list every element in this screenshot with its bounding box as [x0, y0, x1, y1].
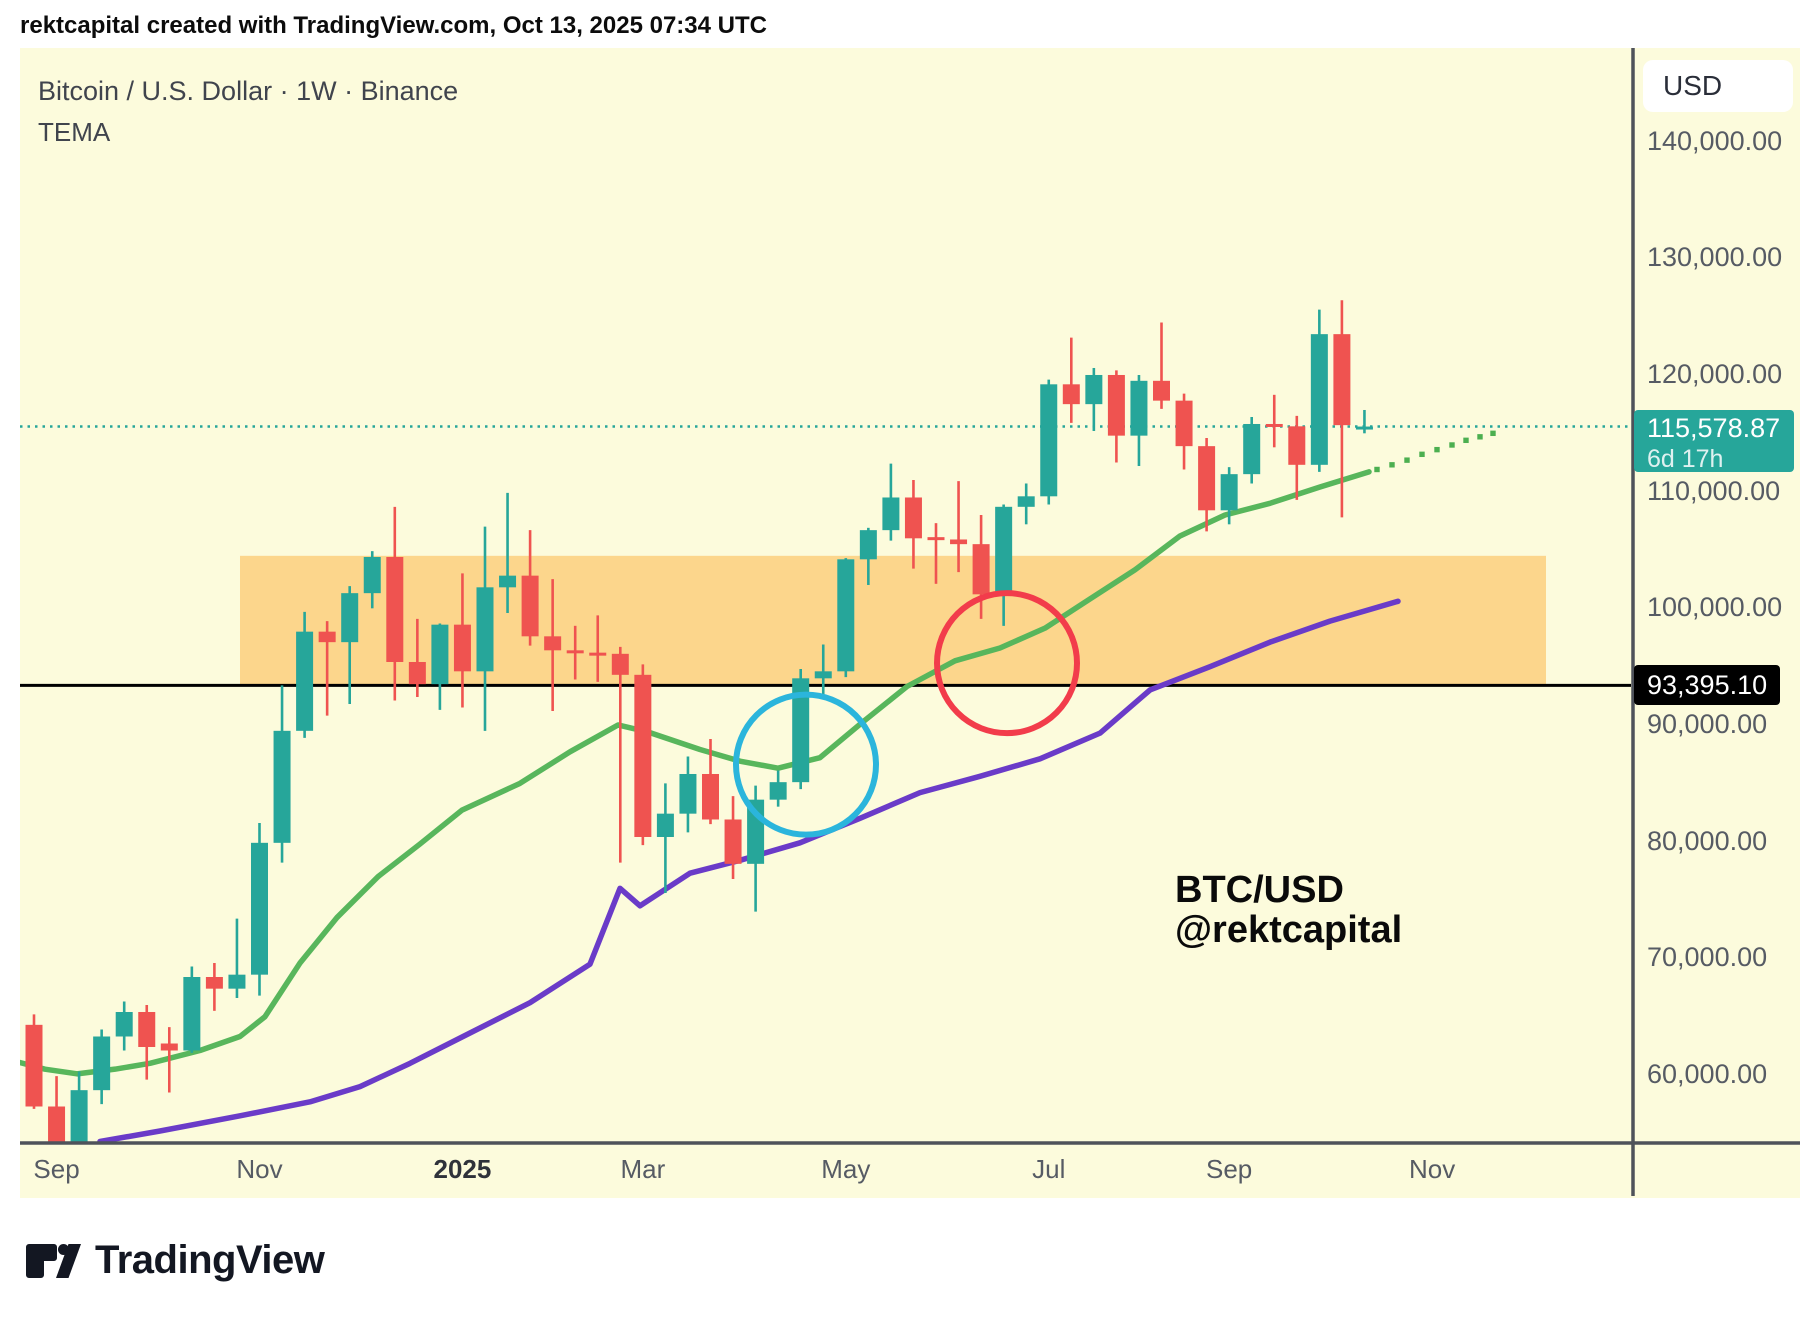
watermark-handle: @rektcapital: [1175, 909, 1403, 951]
price-tick-120000: 120,000.00: [1647, 358, 1783, 389]
attribution-text: rektcapital created with TradingView.com…: [20, 12, 767, 39]
last-price-badge: 115,578.87 6d 17h: [1634, 409, 1794, 473]
time-tick-Sep-0: Sep: [33, 1154, 80, 1184]
watermark-symbol: BTC/USD: [1175, 869, 1344, 911]
time-tick-Nov-7: Nov: [1408, 1154, 1456, 1184]
time-tick-Mar-3: Mar: [620, 1154, 666, 1184]
price-tick-70000: 70,000.00: [1647, 942, 1768, 973]
price-tick-130000: 130,000.00: [1647, 242, 1783, 273]
price-tick-100000: 100,000.00: [1647, 592, 1783, 623]
price-tick-110000: 110,000.00: [1647, 475, 1781, 506]
time-tick-Jul-5: Jul: [1032, 1154, 1066, 1184]
time-tick-May-4: May: [821, 1154, 871, 1184]
level-price-badge: 93,395.10: [1634, 665, 1780, 706]
tradingview-footer-logo[interactable]: TradingView: [23, 1238, 325, 1283]
symbol-title[interactable]: Bitcoin / U.S. Dollar · 1W · Binance: [38, 76, 459, 106]
time-tick-2025-2: 2025: [433, 1154, 492, 1184]
bar-countdown: 6d 17h: [1647, 444, 1724, 473]
last-price-value: 115,578.87: [1647, 412, 1781, 443]
indicator-label-tema[interactable]: TEMA: [38, 117, 111, 147]
time-tick-Sep-6: Sep: [1206, 1154, 1253, 1184]
currency-button[interactable]: USD: [1643, 60, 1793, 112]
price-tick-80000: 80,000.00: [1647, 825, 1768, 856]
tradingview-logo-icon: [26, 1243, 81, 1278]
price-tick-90000: 90,000.00: [1647, 708, 1768, 739]
time-tick-Nov-1: Nov: [236, 1154, 283, 1184]
price-tick-60000: 60,000.00: [1647, 1059, 1768, 1089]
tradingview-wordmark: TradingView: [95, 1238, 325, 1282]
chart-canvas[interactable]: [20, 48, 1800, 1198]
price-tick-140000: 140,000.00: [1647, 125, 1783, 156]
chart-watermark: BTC/USD @rektcapital: [1175, 870, 1402, 950]
